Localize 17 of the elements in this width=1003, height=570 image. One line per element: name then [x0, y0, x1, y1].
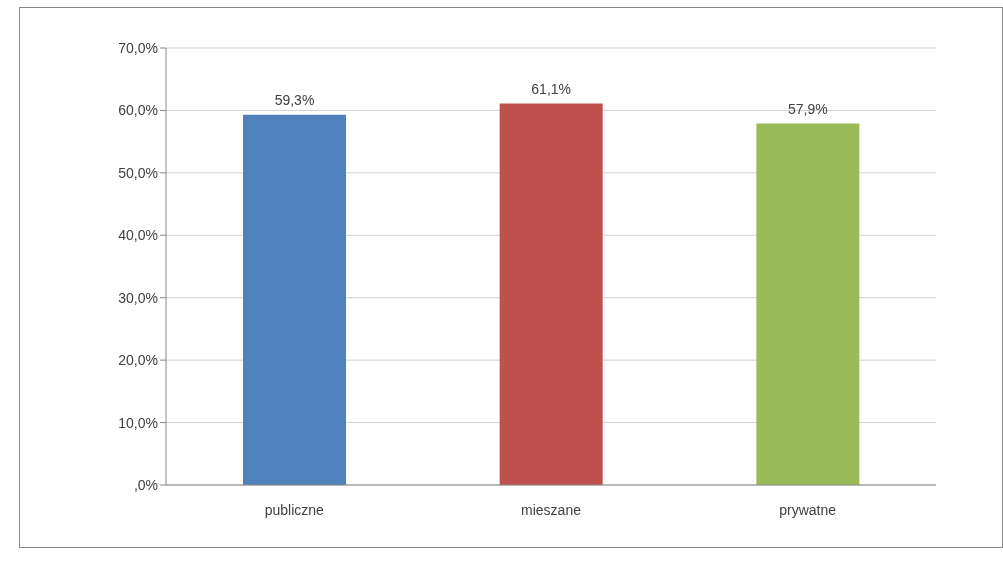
y-tick-label: 10,0%	[118, 414, 158, 431]
y-tick-label: 50,0%	[118, 164, 158, 181]
x-tick-label: publiczne	[264, 501, 325, 518]
data-label: 59,3%	[274, 91, 315, 108]
y-tick-label: 70,0%	[118, 39, 158, 56]
y-tick-label: 20,0%	[118, 352, 158, 369]
y-tick-label: 40,0%	[118, 227, 158, 244]
y-tick-label: 30,0%	[118, 289, 158, 306]
x-tick-label: prywatne	[779, 501, 837, 518]
data-label: 61,1%	[531, 80, 572, 97]
x-tick-label: mieszane	[521, 501, 582, 518]
y-tick-label: 60,0%	[118, 102, 158, 119]
bar	[243, 114, 346, 485]
bar	[499, 103, 603, 485]
data-label: 57,9%	[787, 100, 828, 117]
bar	[756, 123, 860, 485]
y-tick-label: ,0%	[133, 476, 158, 493]
